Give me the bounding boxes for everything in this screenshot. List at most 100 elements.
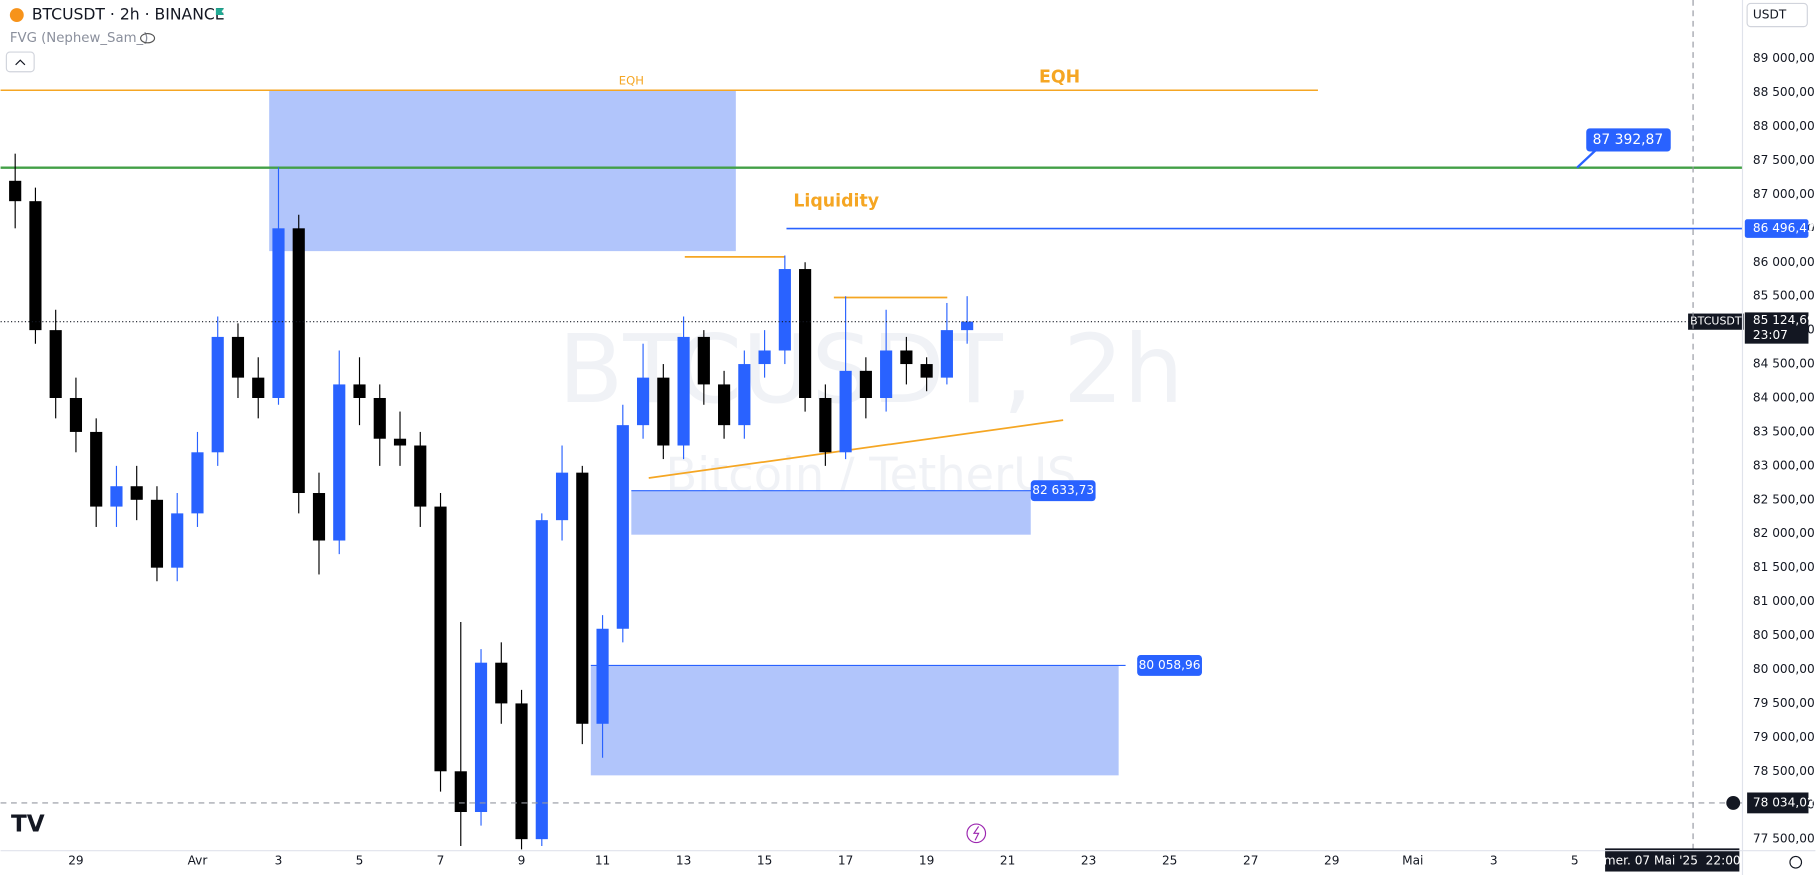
candle-body <box>171 513 184 568</box>
candle-body <box>495 662 508 704</box>
x-tick-label: 5 <box>1571 854 1579 868</box>
candle-body <box>211 336 224 453</box>
annotation: Liquidity <box>793 191 879 211</box>
x-tick-label: 5 <box>356 854 364 868</box>
price-label-box <box>1137 655 1202 676</box>
candle-body <box>697 336 710 385</box>
last-price-box <box>1744 312 1809 344</box>
x-tick-label: 23 <box>1081 854 1096 868</box>
x-tick-label: Mai <box>1402 854 1423 868</box>
candle-body <box>940 330 953 378</box>
candle-body <box>920 364 933 378</box>
candle-body <box>454 771 467 813</box>
candle-body <box>657 377 670 446</box>
y-tick-label: 82 500,00 <box>1753 492 1815 506</box>
y-tick-label: 80 500,00 <box>1753 628 1815 642</box>
logo[interactable]: 𝗧𝗩 <box>11 812 45 838</box>
candle-body <box>819 397 832 453</box>
collapse-button[interactable] <box>5 51 35 73</box>
symbol-tag-box <box>1688 313 1744 330</box>
y-tick-label: 79 000,00 <box>1753 730 1815 744</box>
y-tick-label: 86 000,00 <box>1753 255 1815 269</box>
y-tick-label: 88 000,00 <box>1753 119 1815 133</box>
candle-body <box>393 438 407 446</box>
candle-body <box>677 336 690 446</box>
add-alert-icon[interactable] <box>1726 795 1741 810</box>
x-tick-label: 13 <box>676 854 691 868</box>
y-tick-label: 78 500,00 <box>1753 764 1815 778</box>
axis-price-label: 86 496,42 <box>1753 221 1815 235</box>
candle-body <box>373 397 386 439</box>
candle-body <box>474 662 488 813</box>
y-tick-label: 81 500,00 <box>1753 560 1815 574</box>
candle-body <box>272 228 285 398</box>
watermark: BTCUSDT, 2h <box>558 315 1183 425</box>
x-tick-label: 21 <box>1000 854 1015 868</box>
indicator-label[interactable]: FVG (Nephew_Sam_) <box>10 31 149 46</box>
candle-body <box>718 384 731 426</box>
y-tick-label: 84 000,00 <box>1753 390 1815 404</box>
y-tick-label: 85 500,00 <box>1753 289 1815 303</box>
countdown: 23:07 <box>1753 328 1788 342</box>
candle-body <box>231 336 245 378</box>
candle-body <box>961 321 974 331</box>
x-tick-label: 11 <box>595 854 610 868</box>
candle-body <box>758 350 771 365</box>
x-tick-label: 17 <box>838 854 853 868</box>
settings-icon[interactable] <box>1789 855 1803 869</box>
candle-body <box>110 486 123 507</box>
axis-price-box <box>1744 219 1809 238</box>
candle-body <box>191 452 204 514</box>
y-tick-label: 83 500,00 <box>1753 424 1815 438</box>
last-price-label: 85 124,69 <box>1753 313 1815 327</box>
y-tick-label: 77 500,00 <box>1753 832 1815 846</box>
events-icon[interactable] <box>966 823 987 844</box>
x-tick-label: 19 <box>919 854 934 868</box>
x-tick-label: 3 <box>275 854 283 868</box>
x-tick-label: 3 <box>1490 854 1498 868</box>
symbol-icon[interactable] <box>9 8 24 22</box>
candle-body <box>515 703 528 840</box>
candle-body <box>49 330 62 398</box>
x-tick-label: 7 <box>437 854 445 868</box>
candle-body <box>353 384 366 398</box>
candle-body <box>799 269 812 398</box>
candle-body <box>150 499 164 568</box>
symbol-title[interactable]: BTCUSDT · 2h · BINANCE <box>32 6 225 24</box>
candle-body <box>292 228 305 494</box>
candle-body <box>636 377 650 426</box>
candle-body <box>29 201 42 331</box>
eye-icon[interactable] <box>140 32 156 44</box>
x-tick-label: 15 <box>757 854 772 868</box>
y-tick-label: 84 500,00 <box>1753 357 1815 371</box>
y-tick-label: 81 000,00 <box>1753 594 1815 608</box>
price-label-box <box>1586 128 1671 152</box>
currency-button[interactable] <box>1746 2 1808 28</box>
candle-body <box>130 486 143 500</box>
y-tick-label: 87 000,00 <box>1753 187 1815 201</box>
candle-body <box>596 628 609 724</box>
events-bolt <box>972 826 980 841</box>
crosshair-date-box <box>1605 848 1740 872</box>
crosshair-date: mer. 07 Mai '25 22:00 <box>1604 854 1741 868</box>
candle-body <box>252 377 265 398</box>
flag-icon[interactable] <box>215 8 224 16</box>
y-tick-label: 89 000,00 <box>1753 51 1815 65</box>
y-tick-label: 88 500,00 <box>1753 85 1815 99</box>
candle-body <box>434 506 447 772</box>
candle-body <box>778 269 791 351</box>
candle-body <box>576 472 589 724</box>
drawing-line <box>648 419 1064 479</box>
y-tick-label: 79 500,00 <box>1753 696 1815 710</box>
y-tick-label: 87 500,00 <box>1753 153 1815 167</box>
y-tick-label: 83 000,00 <box>1753 458 1815 472</box>
collapse-icon <box>15 59 26 66</box>
candle-body <box>738 364 751 426</box>
fvg-zone <box>269 90 736 252</box>
y-tick-label: 80 000,00 <box>1753 662 1815 676</box>
x-tick-label: 25 <box>1162 854 1177 868</box>
fvg-zone <box>590 665 1119 776</box>
y-tick-label: 82 000,00 <box>1753 526 1815 540</box>
